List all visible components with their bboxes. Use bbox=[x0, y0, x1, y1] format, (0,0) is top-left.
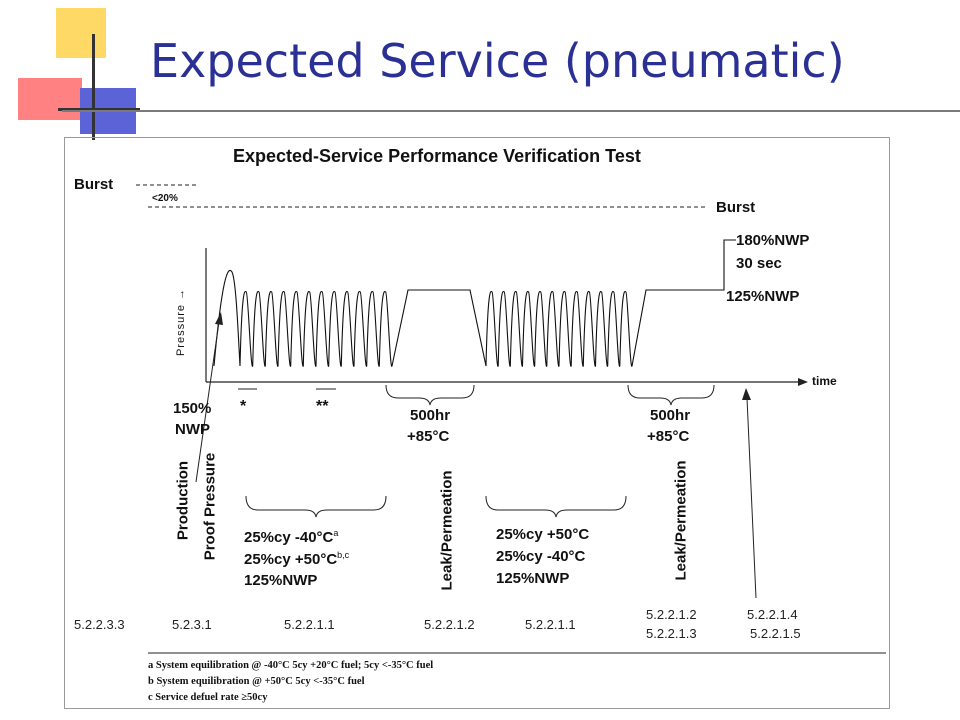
cycles2-line3: 125%NWP bbox=[496, 570, 570, 587]
cycles2-line1: 25%cy +50°C bbox=[496, 526, 590, 543]
cycles1-line1-text: 25%cy -40°C bbox=[244, 529, 334, 546]
nwp150-label-line1: 150% bbox=[173, 400, 212, 417]
hold2-label-line1: 500hr bbox=[650, 407, 691, 424]
cycles2-brace bbox=[485, 495, 627, 518]
hold1-label-line1: 500hr bbox=[410, 407, 451, 424]
ref-5-2-2-1-2-b: 5.2.2.1.2 bbox=[646, 607, 697, 622]
hold2-label-line2: +85°C bbox=[647, 428, 690, 445]
cycles1-line1-sup: a bbox=[333, 528, 339, 538]
ref-5-2-2-1-4: 5.2.2.1.4 bbox=[747, 607, 798, 622]
ref-5-2-2-1-3: 5.2.2.1.3 bbox=[646, 626, 697, 641]
hold1-brace bbox=[385, 384, 475, 406]
burst-label-right: Burst bbox=[716, 199, 756, 216]
sec30-label: 30 sec bbox=[736, 255, 782, 272]
ref-5-2-2-1-1-b: 5.2.2.1.1 bbox=[525, 617, 576, 632]
hold1-label-line2: +85°C bbox=[407, 428, 450, 445]
arrow-up-icon: → bbox=[175, 287, 187, 300]
leak-permeation-label-1: Leak/Permeation bbox=[438, 470, 456, 591]
diagram-panel bbox=[64, 137, 890, 709]
pressure-axis-text: Pressure bbox=[175, 304, 187, 357]
slide-title: Expected Service (pneumatic) bbox=[150, 34, 845, 88]
cycles1-line3: 125%NWP bbox=[244, 572, 318, 589]
proof-pressure-label: Proof Pressure bbox=[201, 452, 219, 561]
footnote-c: c Service defuel rate ≥50cy bbox=[148, 692, 268, 703]
cycles2-line2: 25%cy -40°C bbox=[496, 548, 586, 565]
ref-5-2-3-1: 5.2.3.1 bbox=[172, 617, 212, 632]
pressure-axis-label: Pressure → bbox=[175, 267, 187, 377]
time-axis-label: time bbox=[812, 374, 837, 388]
footnote-b: b System equilibration @ +50°C 5cy <-35°… bbox=[148, 676, 365, 687]
time-axis-arrow bbox=[798, 378, 808, 386]
star-label-1: * bbox=[240, 398, 247, 415]
cycles1-brace bbox=[245, 495, 387, 518]
star-label-2: ** bbox=[316, 398, 329, 415]
lt20-label: <20% bbox=[152, 193, 178, 204]
cycles1-line2-text: 25%cy +50°C bbox=[244, 551, 338, 568]
footnote-a: a System equilibration @ -40°C 5cy +20°C… bbox=[148, 660, 434, 671]
burst-arrow-line bbox=[746, 397, 757, 599]
nwp125-label: 125%NWP bbox=[726, 288, 800, 305]
proof-arrow-head bbox=[215, 312, 223, 325]
cycles1-line1: 25%cy -40°Ca bbox=[244, 528, 338, 546]
leak-permeation-label-2: Leak/Permeation bbox=[672, 460, 690, 581]
pressure-profile-line bbox=[213, 239, 736, 367]
nwp150-label-line2: NWP bbox=[175, 421, 210, 438]
burst-arrow-head bbox=[742, 388, 751, 400]
diagram-title: Expected-Service Performance Verificatio… bbox=[233, 146, 641, 166]
ref-5-2-2-3-3: 5.2.2.3.3 bbox=[74, 617, 125, 632]
hold2-brace bbox=[627, 384, 715, 406]
nwp180-label: 180%NWP bbox=[736, 232, 810, 249]
title-divider bbox=[62, 110, 960, 112]
cycles1-line2: 25%cy +50°Cb,c bbox=[244, 550, 349, 568]
ref-5-2-2-1-1-a: 5.2.2.1.1 bbox=[284, 617, 335, 632]
cycles1-line2-sup: b,c bbox=[337, 550, 350, 560]
production-label: Production bbox=[174, 460, 192, 541]
ref-5-2-2-1-2-a: 5.2.2.1.2 bbox=[424, 617, 475, 632]
ref-5-2-2-1-5: 5.2.2.1.5 bbox=[750, 626, 801, 641]
burst-label-left: Burst bbox=[74, 176, 114, 193]
proof-arrow-line bbox=[195, 321, 220, 483]
